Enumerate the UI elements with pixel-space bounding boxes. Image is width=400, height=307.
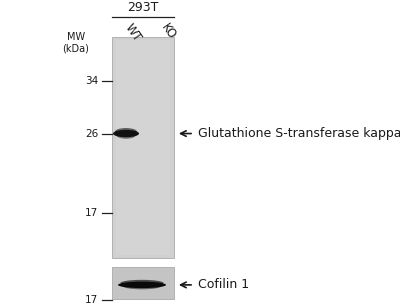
- Text: 17: 17: [85, 208, 98, 218]
- Text: 34: 34: [85, 76, 98, 86]
- Ellipse shape: [115, 128, 137, 135]
- Text: 293T: 293T: [127, 1, 158, 14]
- Ellipse shape: [120, 280, 164, 286]
- Text: MW
(kDa): MW (kDa): [62, 32, 90, 54]
- Ellipse shape: [113, 130, 139, 137]
- Text: 26: 26: [85, 129, 98, 138]
- Ellipse shape: [118, 282, 166, 288]
- Text: 17: 17: [85, 295, 98, 305]
- Bar: [116, 40, 170, 255]
- Text: WT: WT: [122, 21, 144, 44]
- Bar: [112, 37, 174, 258]
- Text: Cofilin 1: Cofilin 1: [198, 278, 249, 291]
- Bar: [112, 267, 174, 299]
- Text: Glutathione S-transferase kappa 1: Glutathione S-transferase kappa 1: [198, 127, 400, 140]
- Ellipse shape: [123, 283, 161, 289]
- Text: KO: KO: [158, 21, 178, 42]
- Ellipse shape: [116, 131, 136, 139]
